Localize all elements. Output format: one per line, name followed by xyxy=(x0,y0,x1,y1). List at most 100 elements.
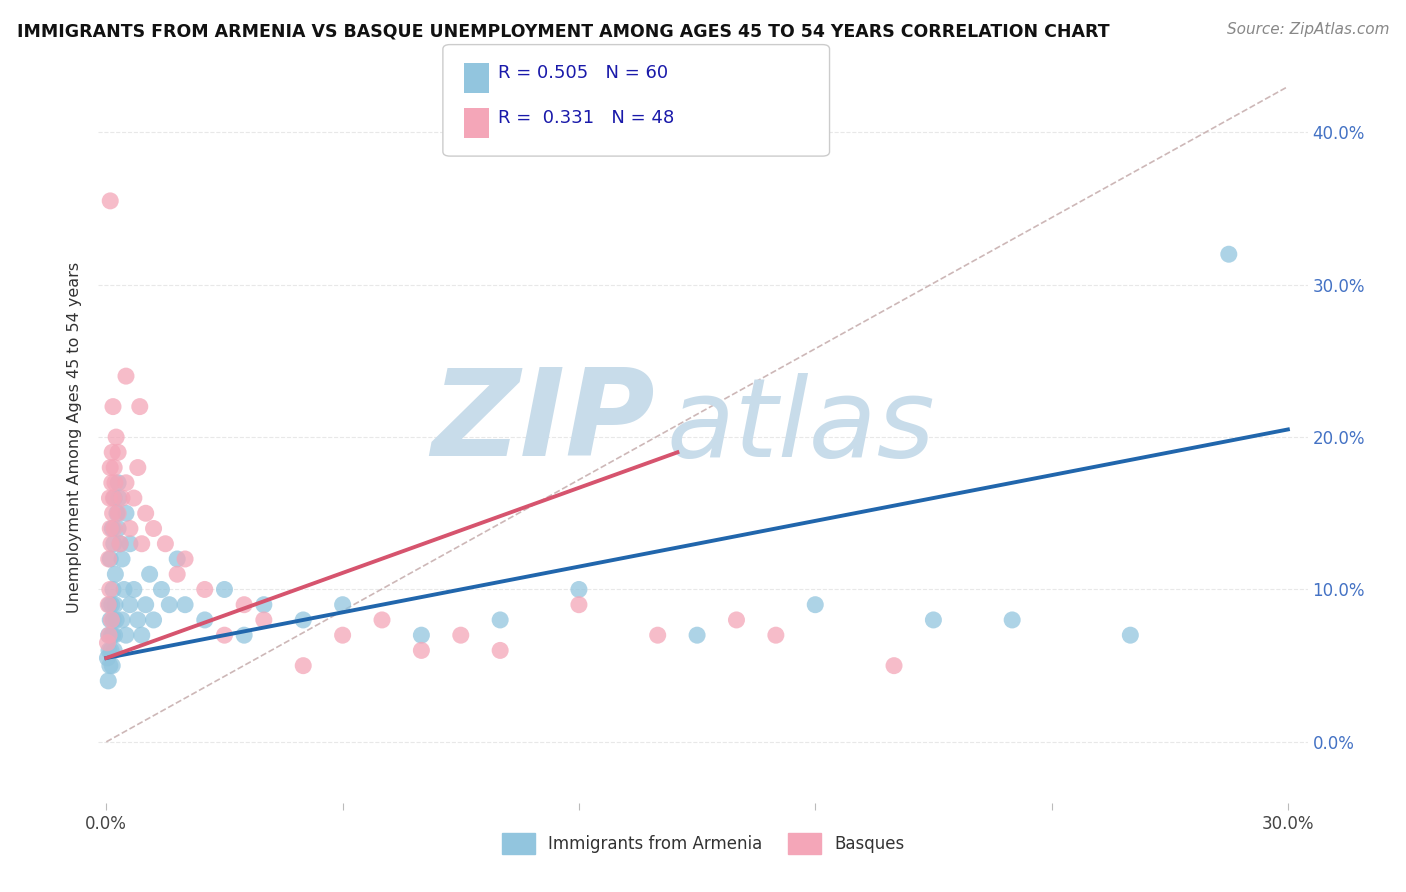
Point xyxy=(104,567,127,582)
Point xyxy=(115,475,138,490)
Point xyxy=(101,475,124,490)
Point xyxy=(804,598,827,612)
Point xyxy=(98,658,121,673)
Point xyxy=(98,194,121,208)
Point xyxy=(253,598,276,612)
Text: R =  0.331   N = 48: R = 0.331 N = 48 xyxy=(498,110,673,128)
Point xyxy=(98,521,121,535)
Point xyxy=(686,628,709,642)
Point xyxy=(166,552,188,566)
Point xyxy=(332,598,354,612)
Point xyxy=(101,658,124,673)
Point xyxy=(101,506,124,520)
Point xyxy=(108,537,131,551)
Text: R = 0.505   N = 60: R = 0.505 N = 60 xyxy=(498,64,668,82)
Point xyxy=(105,506,128,520)
Point xyxy=(105,613,128,627)
Point xyxy=(157,598,180,612)
Point xyxy=(135,598,157,612)
Point xyxy=(101,598,124,612)
Point xyxy=(115,506,138,520)
Point xyxy=(150,582,173,597)
Point xyxy=(100,628,122,642)
Point xyxy=(98,491,121,505)
Point xyxy=(115,628,138,642)
Legend: Immigrants from Armenia, Basques: Immigrants from Armenia, Basques xyxy=(495,827,911,860)
Point xyxy=(411,628,433,642)
Point xyxy=(142,521,165,535)
Point xyxy=(108,537,131,551)
Point xyxy=(101,628,124,642)
Point xyxy=(233,598,256,612)
Point xyxy=(111,552,134,566)
Point xyxy=(103,643,125,657)
Text: atlas: atlas xyxy=(666,373,935,480)
Point xyxy=(98,552,121,566)
Text: IMMIGRANTS FROM ARMENIA VS BASQUE UNEMPLOYMENT AMONG AGES 45 TO 54 YEARS CORRELA: IMMIGRANTS FROM ARMENIA VS BASQUE UNEMPL… xyxy=(17,22,1109,40)
Point xyxy=(411,643,433,657)
Point xyxy=(127,460,149,475)
Point xyxy=(103,537,125,551)
Point xyxy=(118,598,141,612)
Point xyxy=(98,613,121,627)
Y-axis label: Unemployment Among Ages 45 to 54 years: Unemployment Among Ages 45 to 54 years xyxy=(67,261,83,613)
Point xyxy=(107,506,129,520)
Point xyxy=(489,613,512,627)
Point xyxy=(122,491,145,505)
Point xyxy=(98,643,121,657)
Point xyxy=(100,613,122,627)
Point xyxy=(97,598,120,612)
Point xyxy=(214,628,236,642)
Point xyxy=(922,613,945,627)
Point xyxy=(118,521,141,535)
Point xyxy=(122,582,145,597)
Point xyxy=(194,613,217,627)
Point xyxy=(233,628,256,642)
Point xyxy=(108,491,131,505)
Point xyxy=(104,475,127,490)
Point xyxy=(100,643,122,657)
Point xyxy=(1119,628,1142,642)
Point xyxy=(568,582,591,597)
Point xyxy=(103,491,125,505)
Point xyxy=(214,582,236,597)
Point xyxy=(105,430,128,444)
Point xyxy=(127,613,149,627)
Point xyxy=(253,613,276,627)
Point xyxy=(765,628,787,642)
Point xyxy=(883,658,905,673)
Point xyxy=(104,598,127,612)
Point xyxy=(97,628,120,642)
Point xyxy=(107,475,129,490)
Point xyxy=(96,651,118,665)
Point xyxy=(98,628,121,642)
Point xyxy=(1218,247,1240,261)
Point xyxy=(107,521,129,535)
Point xyxy=(98,582,121,597)
Point xyxy=(115,369,138,384)
Point xyxy=(131,537,153,551)
Point xyxy=(103,628,125,642)
Point xyxy=(332,628,354,642)
Point xyxy=(101,400,124,414)
Point xyxy=(174,552,197,566)
Point xyxy=(101,521,124,535)
Point xyxy=(98,598,121,612)
Point xyxy=(138,567,160,582)
Point xyxy=(97,673,120,688)
Point xyxy=(101,582,124,597)
Point xyxy=(103,521,125,535)
Point xyxy=(101,445,124,459)
Point xyxy=(107,445,129,459)
Point xyxy=(292,613,315,627)
Point xyxy=(450,628,472,642)
Point xyxy=(111,613,134,627)
Point xyxy=(103,491,125,505)
Point xyxy=(371,613,394,627)
Point xyxy=(194,582,217,597)
Point xyxy=(131,628,153,642)
Point xyxy=(103,460,125,475)
Point xyxy=(568,598,591,612)
Point xyxy=(292,658,315,673)
Point xyxy=(128,400,150,414)
